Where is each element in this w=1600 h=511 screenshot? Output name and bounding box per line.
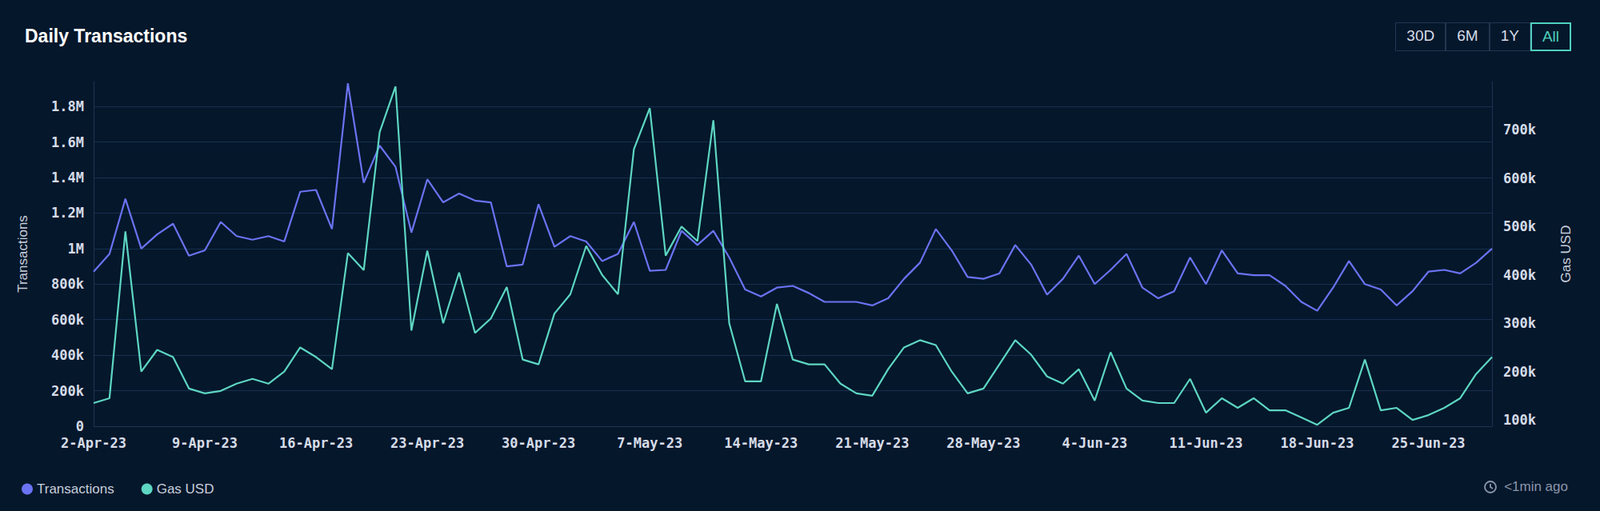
svg-text:200k: 200k [51,383,84,400]
svg-text:400k: 400k [1503,267,1536,284]
svg-text:28-May-23: 28-May-23 [946,435,1020,452]
svg-text:200k: 200k [1503,364,1536,380]
svg-text:100k: 100k [1503,412,1536,428]
svg-text:30-Apr-23: 30-Apr-23 [501,435,576,452]
svg-text:7-May-23: 7-May-23 [616,435,683,452]
svg-text:9-Apr-23: 9-Apr-23 [172,435,238,452]
svg-text:600k: 600k [1503,170,1536,187]
html-text:All: All [1542,28,1560,45]
svg-text:21-May-23: 21-May-23 [835,435,909,452]
svg-text:1M: 1M [68,240,84,257]
svg-text:Gas USD: Gas USD [1558,225,1574,284]
svg-text:14-May-23: 14-May-23 [724,435,798,452]
svg-text:800k: 800k [51,276,84,292]
svg-text:Transactions: Transactions [15,215,31,293]
svg-text:23-Apr-23: 23-Apr-23 [390,435,464,452]
svg-text:2-Apr-23: 2-Apr-23 [60,435,127,452]
svg-text:Daily Transactions: Daily Transactions [24,25,188,47]
svg-text:1.6M: 1.6M [51,134,84,151]
html-text:<1min ago: <1min ago [1504,479,1568,495]
svg-text:1.8M: 1.8M [51,98,84,115]
svg-text:1.4M: 1.4M [51,169,84,186]
svg-text:400k: 400k [51,347,84,364]
svg-text:11-Jun-23: 11-Jun-23 [1168,435,1243,452]
svg-text:500k: 500k [1503,218,1536,235]
svg-text:Transactions: Transactions [36,481,115,497]
svg-text:600k: 600k [51,312,84,328]
svg-text:4-Jun-23: 4-Jun-23 [1061,435,1128,452]
svg-text:25-Jun-23: 25-Jun-23 [1391,435,1465,452]
svg-text:18-Jun-23: 18-Jun-23 [1280,435,1354,452]
svg-text:16-Apr-23: 16-Apr-23 [279,435,353,452]
svg-text:Gas USD: Gas USD [156,481,215,497]
html-text:6M: 6M [1456,27,1479,44]
svg-text:300k: 300k [1503,315,1536,332]
html-text:1Y: 1Y [1500,27,1520,44]
svg-text:700k: 700k [1503,121,1536,138]
svg-text:1.2M: 1.2M [51,204,84,221]
svg-text:0: 0 [76,418,84,435]
html-text:30D: 30D [1406,27,1435,44]
